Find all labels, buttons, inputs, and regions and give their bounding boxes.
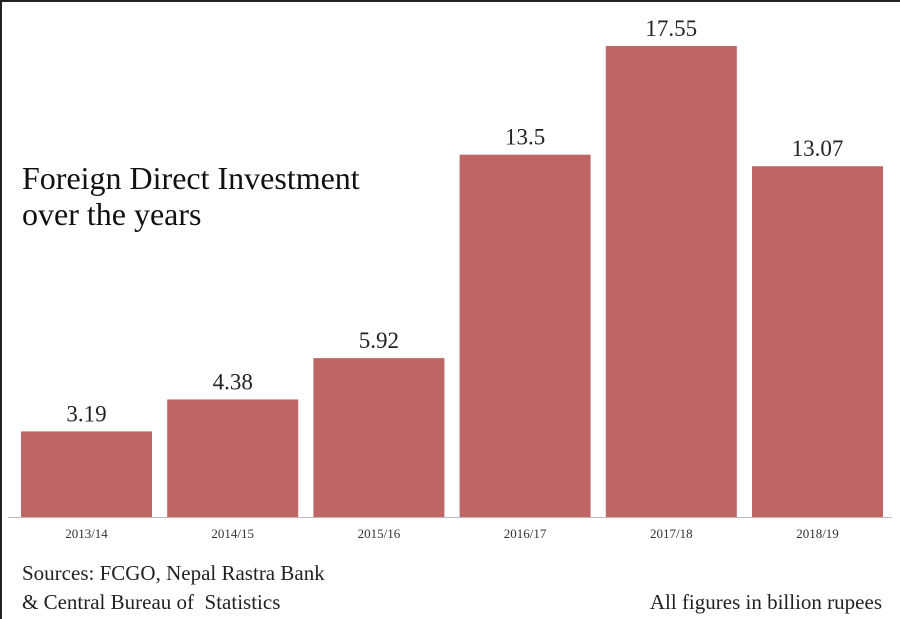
x-tick-label: 2013/14 <box>65 526 108 541</box>
x-tick-label: 2018/19 <box>796 526 839 541</box>
sources-note: Sources: FCGO, Nepal Rastra Bank & Centr… <box>22 559 325 617</box>
data-label: 17.55 <box>645 16 697 41</box>
chart-title-line-1: Foreign Direct Investment <box>22 160 360 196</box>
data-label: 4.38 <box>213 369 253 394</box>
bar-2013/14 <box>21 431 152 517</box>
x-tick-label: 2015/16 <box>358 526 401 541</box>
x-tick-label: 2014/15 <box>211 526 254 541</box>
chart-title-line-2: over the years <box>22 196 202 232</box>
bar-2015/16 <box>313 358 445 517</box>
x-tick-label: 2016/17 <box>504 526 547 541</box>
bar-2017/18 <box>605 46 737 517</box>
bar-2018/19 <box>752 166 883 517</box>
sources-line-1: Sources: FCGO, Nepal Rastra Bank <box>22 561 325 585</box>
sources-line-2: & Central Bureau of Statistics <box>22 590 281 614</box>
bar-2014/15 <box>167 399 299 517</box>
data-label: 13.5 <box>505 125 545 150</box>
chart-title: Foreign Direct Investment over the years <box>22 160 360 232</box>
data-label: 5.92 <box>359 328 399 353</box>
bar-2016/17 <box>459 154 591 517</box>
data-label: 13.07 <box>792 136 844 161</box>
data-label: 3.19 <box>66 401 106 426</box>
x-tick-label: 2017/18 <box>650 526 693 541</box>
unit-note: All figures in billion rupees <box>649 590 882 614</box>
